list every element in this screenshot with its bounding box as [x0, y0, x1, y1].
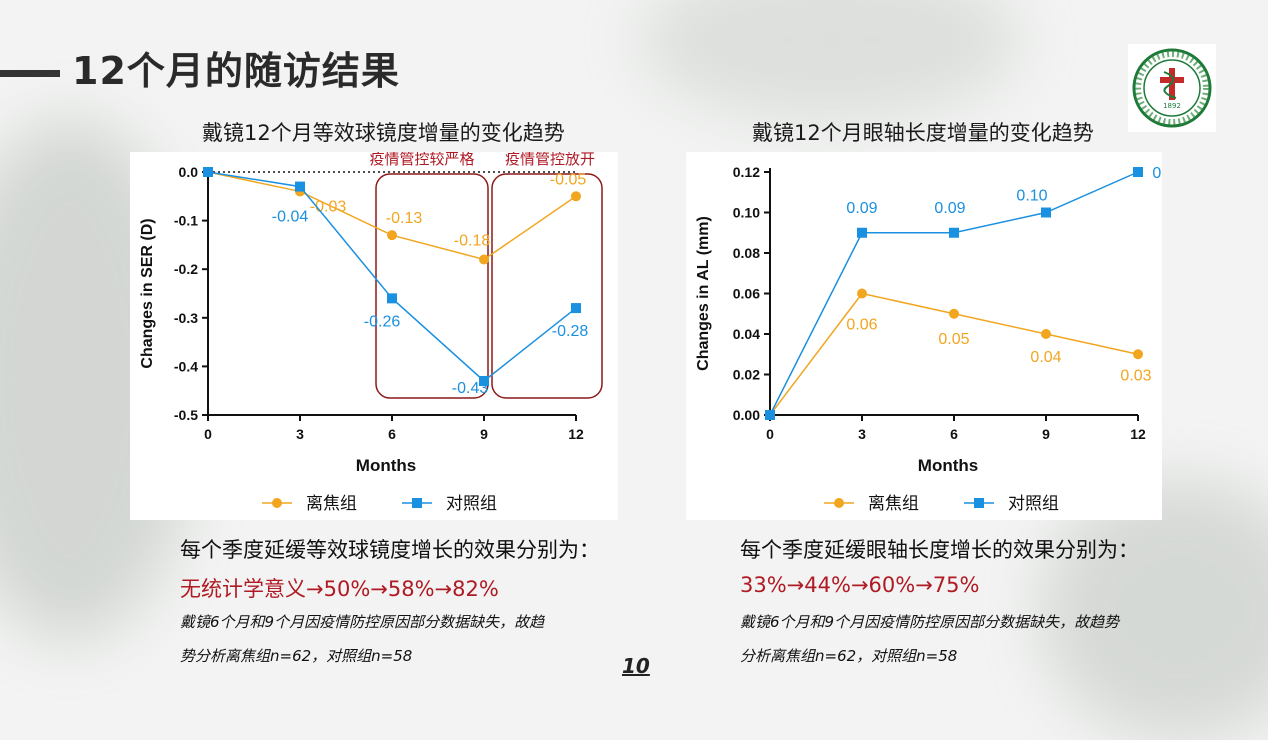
y-tick-label: 0.0	[179, 164, 199, 180]
y-tick-label: 0.06	[733, 286, 760, 302]
data-label: 0.09	[934, 200, 965, 217]
y-tick-label: -0.4	[174, 358, 198, 374]
left-summary: 每个季度延缓等效球镜度增长的效果分别为：	[180, 538, 600, 562]
x-tick-label: 3	[296, 426, 304, 442]
y-tick-label: 0.10	[733, 205, 760, 221]
data-label: 0.12	[1152, 165, 1162, 182]
x-tick-label: 0	[766, 426, 774, 442]
y-tick-label: 0.02	[733, 367, 760, 383]
data-label: 0.10	[1016, 188, 1047, 205]
right-note-line2: 分析离焦组n=62，对照组n=58	[740, 647, 958, 665]
y-tick-label: -0.2	[174, 261, 198, 277]
legend-marker	[834, 498, 844, 508]
y-axis-label: Changes in AL (mm)	[695, 216, 712, 371]
legend-marker	[974, 498, 984, 508]
data-point	[387, 230, 397, 241]
x-tick-label: 12	[568, 426, 584, 442]
legend-marker	[272, 498, 282, 508]
data-point	[857, 288, 867, 299]
data-point	[1133, 349, 1143, 360]
y-tick-label: 0.08	[733, 245, 760, 261]
data-label: -0.03	[310, 198, 347, 215]
data-label: -0.18	[454, 232, 491, 249]
data-point	[1133, 167, 1143, 177]
left-note-line2: 势分析离焦组n=62，对照组n=58	[180, 647, 413, 665]
data-label: -0.05	[550, 171, 587, 188]
data-point	[295, 181, 305, 192]
y-tick-label: 0.00	[733, 407, 760, 423]
left-note: 戴镜6个月和9个月因疫情防控原因部分数据缺失，故趋 势分析离焦组n=62，对照组…	[180, 605, 630, 673]
legend-label: 离焦组	[306, 494, 357, 513]
right-chart-heading: 戴镜12个月眼轴长度增量的变化趋势	[752, 121, 1094, 145]
data-point	[949, 227, 959, 238]
annotation-box	[491, 173, 603, 399]
ser-chart-panel: 0.0 -0.1 -0.2 -0.3 -0.4 -0.5 0 3 6 9 12 Months Chang…	[130, 150, 618, 520]
annotation-label: 疫情管控较严格	[369, 152, 474, 168]
right-note: 戴镜6个月和9个月因疫情防控原因部分数据缺失，故趋势 分析离焦组n=62，对照组…	[740, 605, 1220, 673]
left-chart-heading: 戴镜12个月等效球镜度增量的变化趋势	[202, 121, 565, 145]
legend-label: 离焦组	[868, 494, 919, 513]
data-point	[203, 167, 213, 177]
data-label: -0.26	[364, 313, 401, 330]
data-label: -0.28	[552, 323, 589, 340]
legend-label: 对照组	[1008, 494, 1059, 513]
data-point	[1041, 329, 1051, 339]
ser-chart: 0.0 -0.1 -0.2 -0.3 -0.4 -0.5 0 3 6 9 12 Months Chang…	[139, 150, 603, 513]
data-point	[571, 303, 581, 314]
data-label: 0.06	[846, 317, 877, 334]
legend-marker	[412, 498, 422, 508]
data-label: -0.43	[452, 380, 489, 397]
data-label: 0.05	[938, 331, 969, 348]
data-point	[479, 254, 489, 265]
data-point	[1041, 207, 1051, 218]
slide-title: 12个月的随访结果	[72, 49, 400, 93]
x-tick-label: 6	[950, 426, 958, 442]
data-point	[949, 308, 959, 319]
right-summary: 每个季度延缓眼轴长度增长的效果分别为：	[740, 538, 1139, 562]
title-accent-bar	[0, 70, 60, 77]
right-effect: 33%→44%→60%→75%	[740, 573, 980, 597]
x-tick-label: 0	[204, 426, 212, 442]
y-tick-label: -0.5	[174, 407, 198, 423]
x-axis-label: Months	[918, 456, 978, 475]
data-label: -0.04	[272, 209, 309, 226]
x-axis-label: Months	[356, 456, 416, 475]
annotation-label: 疫情管控放开	[505, 152, 595, 168]
x-tick-label: 9	[1042, 426, 1050, 442]
data-point	[479, 375, 489, 386]
data-point	[571, 191, 581, 202]
annotation-box	[375, 173, 489, 399]
y-tick-label: 0.04	[733, 326, 760, 342]
data-label: 0.03	[1120, 367, 1151, 384]
data-label: 0.04	[1030, 349, 1061, 366]
background-shape	[1040, 480, 1268, 740]
y-tick-label: -0.3	[174, 310, 198, 326]
x-tick-label: 3	[858, 426, 866, 442]
right-note-line1: 戴镜6个月和9个月因疫情防控原因部分数据缺失，故趋势	[740, 613, 1120, 631]
data-label: 0.09	[846, 200, 877, 217]
series-line	[207, 171, 577, 382]
data-point	[387, 293, 397, 304]
background-shape	[640, 0, 1020, 120]
data-point	[857, 227, 867, 238]
legend-label: 对照组	[446, 494, 497, 513]
left-note-line1: 戴镜6个月和9个月因疫情防控原因部分数据缺失，故趋	[180, 613, 545, 631]
x-tick-label: 6	[388, 426, 396, 442]
y-tick-label: 0.12	[733, 164, 760, 180]
y-axis-label: Changes in SER (D)	[139, 218, 156, 368]
x-tick-label: 9	[480, 426, 488, 442]
data-point	[765, 410, 775, 420]
al-chart-panel: 0.00 0.02 0.04 0.06 0.08 0.10 0.12 0 3 6 9 12 Months…	[686, 152, 1184, 520]
left-effect: 无统计学意义→50%→58%→82%	[180, 577, 499, 601]
y-tick-label: -0.1	[174, 213, 198, 229]
data-label: -0.13	[386, 210, 423, 227]
logo-year: 1892	[1163, 102, 1181, 110]
al-chart: 0.00 0.02 0.04 0.06 0.08 0.10 0.12 0 3 6 9 12 Months…	[695, 164, 1184, 513]
page-number: 10	[622, 654, 650, 678]
x-tick-label: 12	[1130, 426, 1146, 442]
hospital-logo: 1892	[1128, 44, 1216, 132]
